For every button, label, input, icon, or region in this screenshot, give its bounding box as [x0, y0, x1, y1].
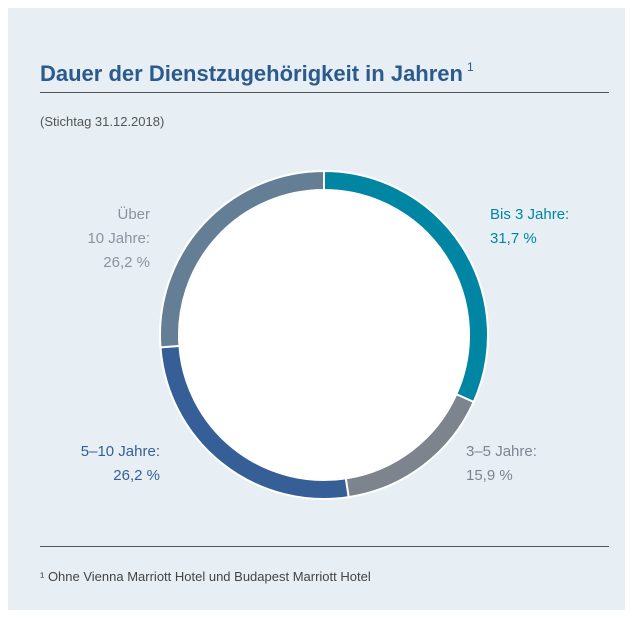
chart-title-box: Dauer der Dienstzugehörigkeit in Jahren 1 [40, 60, 474, 87]
slice-category: 3–5 Jahre: [466, 443, 537, 460]
slice-category: Über 10 Jahre: [87, 206, 150, 247]
chart [159, 169, 489, 500]
slice-category: Bis 3 Jahre: [490, 206, 570, 223]
donut-slice [159, 169, 325, 349]
footnote-marker: 1 [466, 60, 474, 74]
chart-subtitle: (Stichtag 31.12.2018) [40, 114, 165, 129]
title-rule [40, 92, 609, 93]
slice-value: 15,9 % [466, 467, 513, 484]
slice-label: 5–10 Jahre: 26,2 % [81, 440, 160, 488]
slice-value: 31,7 % [490, 230, 537, 247]
panel: Dauer der Dienstzugehörigkeit in Jahren 1… [8, 8, 625, 610]
slice-category: 5–10 Jahre: [80, 443, 160, 460]
slice-label: Bis 3 Jahre: 31,7 % [490, 203, 569, 251]
chart-title: Dauer der Dienstzugehörigkeit in Jahren [40, 61, 463, 86]
slice-label: Über 10 Jahre: 26,2 % [87, 203, 150, 275]
slice-value: 26,2 % [103, 254, 150, 271]
footnote: ¹ Ohne Vienna Marriott Hotel und Budapes… [40, 569, 371, 584]
slice-label: 3–5 Jahre: 15,9 % [466, 440, 537, 488]
footer-rule [40, 546, 609, 547]
donut-hole [180, 191, 468, 479]
slice-value: 26,2 % [113, 467, 160, 484]
